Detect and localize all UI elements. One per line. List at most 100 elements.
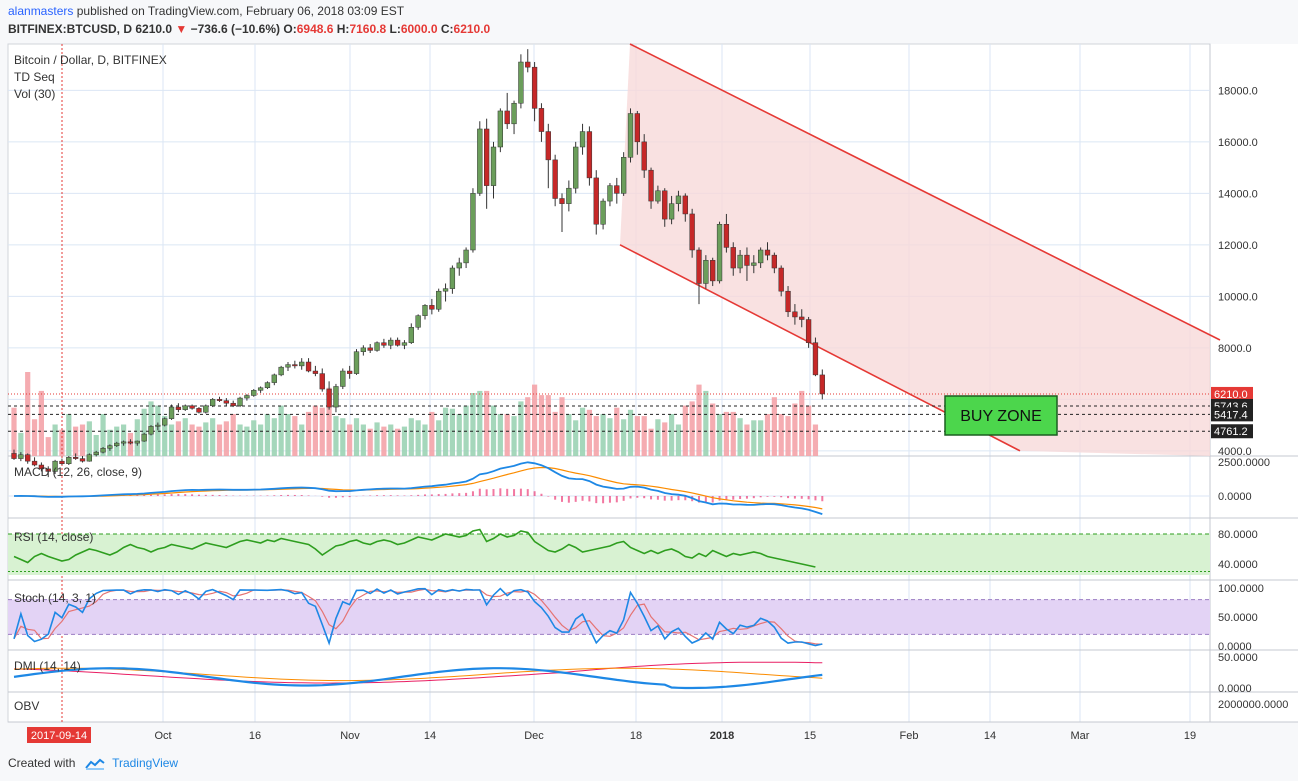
macd-histogram-bar <box>492 489 495 496</box>
macd-histogram-bar <box>711 496 714 503</box>
candle-body <box>470 193 476 251</box>
candle-body <box>189 405 195 409</box>
volume-bar <box>771 397 777 456</box>
candle-body <box>175 406 182 410</box>
macd-histogram-bar <box>780 496 783 498</box>
macd-histogram-bar <box>485 489 488 496</box>
date-tick-label: 19 <box>1184 730 1196 742</box>
price-level-label: 5417.4 <box>1214 409 1248 421</box>
volume-bar <box>73 426 79 456</box>
price-change: −736.6 (−10.6%) <box>190 22 281 36</box>
volume-bar <box>210 418 216 456</box>
macd-histogram-bar <box>430 494 433 496</box>
high-label: H: <box>336 22 350 36</box>
volume-bar <box>799 390 805 456</box>
price-tick-label: 10000.0 <box>1218 291 1258 303</box>
volume-bar <box>511 416 517 456</box>
price-level-tag <box>1211 386 1253 401</box>
date-tick-label: Mar <box>1071 730 1090 742</box>
volume-bar <box>607 418 613 456</box>
macd-histogram-bar <box>376 495 379 496</box>
volume-bar <box>31 419 38 456</box>
macd-histogram-bar <box>588 496 591 502</box>
volume-bar <box>573 420 579 456</box>
macd-histogram-bar <box>540 493 543 496</box>
indicator-label: TD Seq <box>14 70 55 84</box>
candle-body <box>696 249 702 284</box>
candle-body <box>182 405 188 410</box>
candle-body <box>586 131 593 179</box>
candle-body <box>504 110 510 125</box>
candle-body <box>196 408 202 413</box>
low-label: L: <box>389 22 401 36</box>
volume-bar <box>593 416 599 456</box>
candle-body <box>607 185 613 202</box>
candle-body <box>223 400 229 404</box>
macd-histogram-bar <box>321 496 324 497</box>
volume-bar <box>11 407 17 456</box>
volume-bar <box>566 414 572 456</box>
candle-body <box>353 351 360 374</box>
macd-histogram-bar <box>170 494 173 496</box>
volume-bar <box>305 411 312 456</box>
candle-body <box>394 339 401 346</box>
macd-histogram-bar <box>608 496 611 503</box>
candle-body <box>381 342 387 346</box>
volume-bar <box>600 414 606 456</box>
macd-histogram-bar <box>471 491 474 496</box>
volume-bar <box>271 418 277 456</box>
macd-histogram-bar <box>197 494 200 496</box>
rsi-tick: 80.0000 <box>1218 529 1258 541</box>
macd-histogram-bar <box>341 496 344 498</box>
macd-histogram-bar <box>807 496 810 500</box>
candle-body <box>415 315 421 328</box>
volume-bar <box>401 426 408 456</box>
volume-bar <box>634 416 640 456</box>
candle-body <box>374 342 380 351</box>
candle-body <box>134 440 140 444</box>
macd-histogram-bar <box>670 496 673 501</box>
volume-bar <box>367 428 373 456</box>
macd-histogram-bar <box>759 496 762 498</box>
macd-histogram-bar <box>328 496 331 498</box>
candle-body <box>799 316 805 320</box>
macd-histogram-bar <box>656 496 659 500</box>
volume-bar <box>66 414 72 456</box>
date-tick-label: 2018 <box>710 730 734 742</box>
volume-bar <box>778 414 784 456</box>
candle-body <box>114 442 120 446</box>
macd-histogram-bar <box>506 488 509 496</box>
macd-histogram-bar <box>478 488 481 496</box>
macd-histogram-bar <box>752 496 755 499</box>
volume-bar <box>86 421 92 456</box>
price-tick-label: 12000.0 <box>1218 240 1258 252</box>
candle-body <box>751 262 757 266</box>
date-tick-label: Nov <box>340 730 360 742</box>
high-value: 7160.8 <box>349 22 387 36</box>
macd-histogram-bar <box>177 494 180 496</box>
macd-histogram-bar <box>266 495 269 496</box>
candle-body <box>552 159 558 199</box>
macd-line <box>13 461 823 515</box>
candle-body <box>648 169 654 202</box>
macd-histogram-bar <box>643 496 646 499</box>
candle-body <box>168 406 175 419</box>
volume-bar <box>525 397 531 456</box>
volume-bar <box>710 403 716 456</box>
open-value: 6948.6 <box>296 22 334 36</box>
macd-histogram-bar <box>410 495 413 496</box>
macd-histogram-bar <box>191 494 194 496</box>
candle-body <box>449 267 456 289</box>
tradingview-link[interactable]: TradingView <box>112 756 179 770</box>
candle-body <box>559 198 565 204</box>
volume-bar <box>716 414 723 456</box>
macd-histogram-bar <box>561 496 563 502</box>
author-link[interactable]: alanmasters <box>8 4 74 18</box>
macd-signal-line <box>14 466 823 510</box>
stoch-k-line <box>13 587 823 647</box>
volume-bar <box>340 418 346 456</box>
volume-bar <box>388 424 394 456</box>
volume-bar <box>18 432 24 456</box>
candle-body <box>545 131 551 161</box>
